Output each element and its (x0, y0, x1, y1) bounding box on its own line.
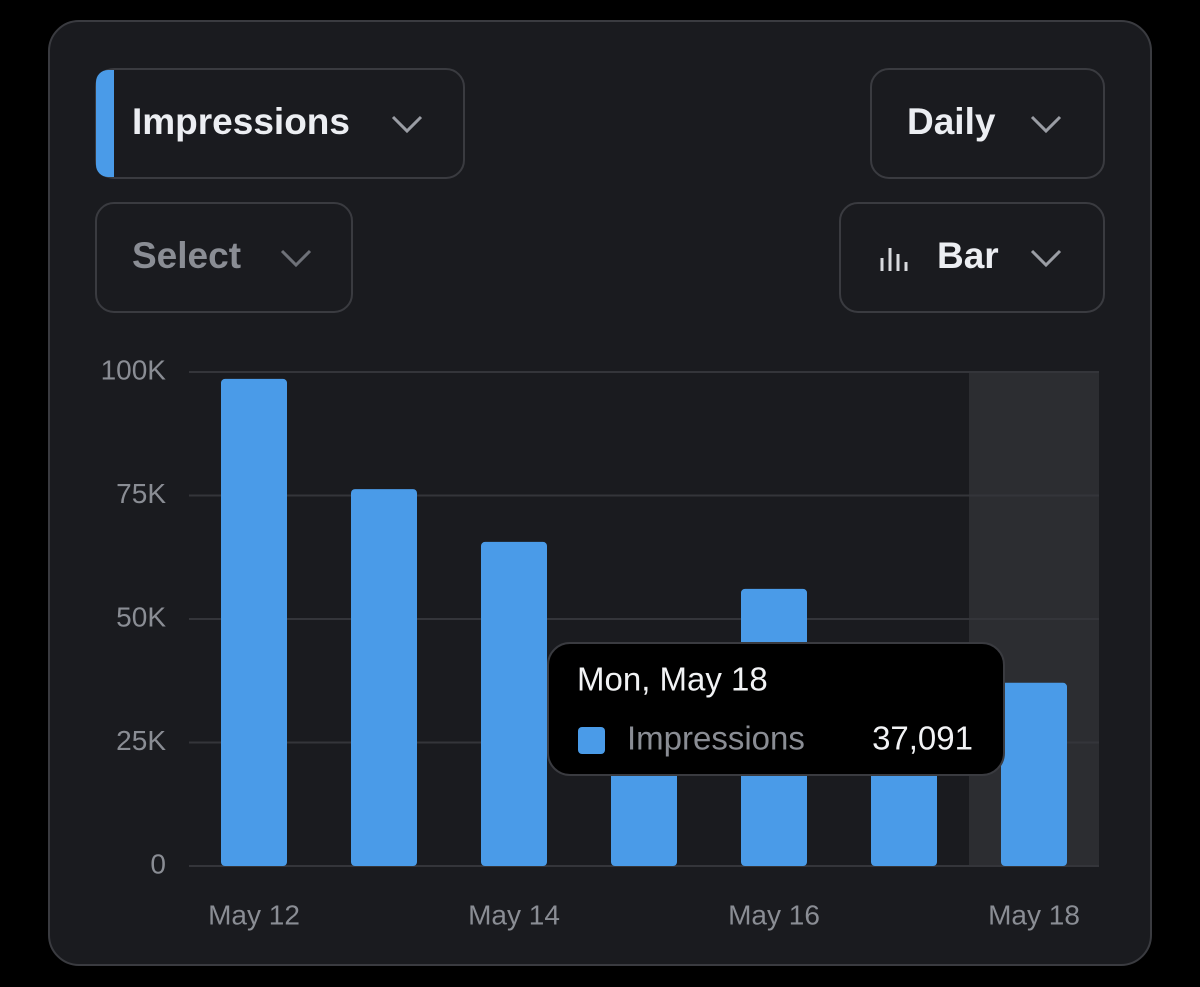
x-tick-label: May 18 (988, 899, 1080, 930)
dropdown-box[interactable] (839, 202, 1105, 313)
tooltip-title: Mon, May 18 (577, 661, 768, 698)
compare-dropdown[interactable]: Select (95, 202, 353, 313)
bar (351, 489, 417, 866)
dropdown-label: Impressions (132, 101, 350, 142)
bar (481, 541, 547, 866)
chevron (1030, 115, 1062, 134)
dropdown-label: Select (132, 235, 241, 276)
tooltip-box (547, 642, 1005, 776)
y-tick-label: 25K (116, 725, 166, 756)
x-tick-label: May 16 (728, 899, 820, 930)
y-tick-label: 100K (101, 354, 167, 385)
tooltip-value: 37,091 (872, 720, 973, 757)
y-tick-label: 75K (116, 478, 166, 509)
bar (221, 378, 287, 866)
dropdown-box[interactable] (870, 68, 1105, 179)
period-dropdown[interactable]: Daily (870, 68, 1105, 179)
tooltip-swatch (578, 727, 605, 754)
x-tick-label: May 12 (208, 899, 300, 930)
metric-dropdown[interactable]: Impressions (95, 68, 465, 179)
chevron (391, 115, 423, 134)
dropdown-label: Daily (907, 101, 996, 142)
tooltip-series: Impressions (627, 720, 805, 757)
y-tick-label: 50K (116, 601, 166, 632)
chart-style-dropdown[interactable]: Bar (839, 202, 1105, 313)
bar (1001, 682, 1067, 866)
tooltip: Mon, May 18 Impressions 37,091 (547, 642, 1005, 776)
dropdown-box[interactable] (95, 202, 353, 313)
accent (96, 70, 114, 177)
chevron (280, 249, 312, 268)
y-tick-label: 0 (150, 848, 166, 879)
chevron (1030, 249, 1062, 268)
bar-icon (880, 248, 908, 271)
dropdown-label: Bar (937, 235, 999, 276)
x-tick-label: May 14 (468, 899, 560, 930)
